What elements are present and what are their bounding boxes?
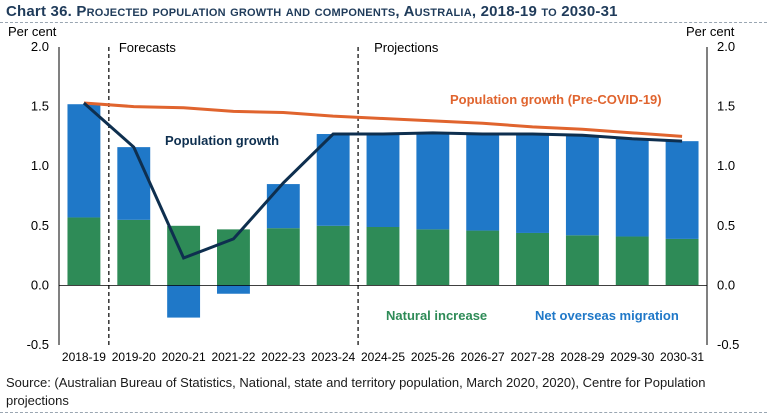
bars: [67, 104, 699, 318]
line-pre-covid: [83, 101, 683, 138]
bar-net-overseas-migration: [67, 104, 101, 218]
y-tick-label-left: 1.5: [31, 99, 49, 114]
x-tick-labels: 2018-19 2019-20 2020-21 2021-22 2022-23 2023-…: [62, 350, 705, 364]
y-tick-label-right: 0.0: [717, 277, 735, 292]
x-tick-label: 2027-28: [511, 350, 555, 364]
bar-natural-increase: [466, 230, 500, 286]
x-tick-label: 2024-25: [361, 350, 405, 364]
y-ticks-right: 2.0 1.5 1.0 0.5 0.0 -0.5: [717, 39, 739, 352]
y-tick-label-left: 2.0: [31, 39, 49, 54]
bar-net-overseas-migration: [615, 138, 649, 237]
x-tick-label: 2026-27: [461, 350, 505, 364]
bar-net-overseas-migration: [416, 132, 450, 230]
annotation-forecasts: Forecasts: [119, 40, 177, 55]
y-tick-label-left: -0.5: [27, 337, 49, 352]
bar-natural-increase: [615, 236, 649, 286]
chart-number: Chart 36.: [6, 3, 72, 20]
y-ticks-left: 2.0 1.5 1.0 0.5 0.0 -0.5: [27, 39, 49, 352]
bar-natural-increase: [316, 225, 350, 286]
y-tick-label-left: 0.0: [31, 277, 49, 292]
bar-net-overseas-migration: [167, 285, 201, 318]
y-axis-label-left: Per cent: [8, 24, 57, 39]
bar-net-overseas-migration: [366, 134, 400, 227]
bar-net-overseas-migration: [565, 135, 599, 236]
x-tick-label: 2019-20: [112, 350, 156, 364]
y-tick-label-left: 0.5: [31, 218, 49, 233]
bottom-divider: [0, 412, 767, 413]
legend-pre-covid: Population growth (Pre-COVID-19): [450, 92, 662, 107]
x-tick-label: 2029-30: [610, 350, 654, 364]
bar-natural-increase: [665, 238, 699, 286]
bar-net-overseas-migration: [516, 134, 549, 233]
bar-net-overseas-migration: [117, 147, 151, 220]
chart-title-text: Projected population growth and componen…: [76, 3, 618, 20]
bar-natural-increase: [366, 226, 400, 286]
y-tick-label-right: 1.5: [717, 99, 735, 114]
bar-natural-increase: [67, 217, 101, 286]
y-tick-label-left: 1.0: [31, 158, 49, 173]
bar-natural-increase: [416, 229, 450, 286]
x-tick-label: 2023-24: [311, 350, 355, 364]
x-tick-label: 2020-21: [162, 350, 206, 364]
source-note: Source: (Australian Bureau of Statistics…: [6, 375, 706, 408]
bar-net-overseas-migration: [316, 134, 350, 226]
annotation-projections: Projections: [374, 40, 439, 55]
chart-svg: 2.01.51.00.50.0-0.5 2.01.51.00.50.0-0.5 …: [8, 24, 739, 364]
y-tick-label-right: 0.5: [717, 218, 735, 233]
bar-natural-increase: [266, 228, 300, 286]
y-tick-label-right: 1.0: [717, 158, 735, 173]
y-axis-label-right: Per cent: [686, 24, 735, 39]
x-tick-label: 2022-23: [261, 350, 305, 364]
legend-natural-increase: Natural increase: [386, 308, 487, 323]
x-tick-label: 2018-19: [62, 350, 106, 364]
bar-natural-increase: [516, 232, 549, 286]
x-tick-label: 2030-31: [660, 350, 704, 364]
bar-net-overseas-migration: [466, 134, 500, 231]
x-tick-label: 2025-26: [411, 350, 455, 364]
bar-net-overseas-migration: [665, 141, 699, 239]
chart-title: Chart 36. Projected population growth an…: [6, 3, 618, 20]
x-tick-label: 2021-22: [211, 350, 255, 364]
y-tick-label-right: -0.5: [717, 337, 739, 352]
bar-net-overseas-migration: [217, 285, 250, 294]
x-tick-label: 2028-29: [560, 350, 604, 364]
legend-net-overseas-migration: Net overseas migration: [535, 308, 679, 323]
plot-area: 2.01.51.00.50.0-0.5 2.01.51.00.50.0-0.5 …: [8, 24, 739, 364]
bar-natural-increase: [565, 235, 599, 286]
period-dividers: [108, 47, 359, 345]
bar-net-overseas-migration: [266, 184, 300, 229]
line-population-growth: [82, 101, 683, 260]
legend-population-growth: Population growth: [165, 133, 279, 148]
bar-natural-increase: [117, 219, 151, 286]
title-divider: [0, 22, 767, 23]
y-tick-label-right: 2.0: [717, 39, 735, 54]
